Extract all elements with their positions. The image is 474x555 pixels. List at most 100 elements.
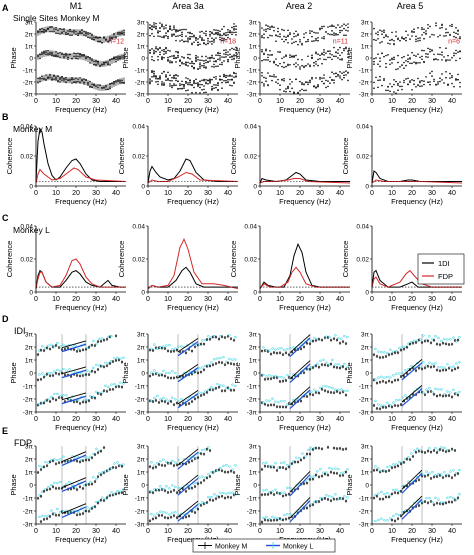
phase-point-monkey-m: [36, 353, 40, 356]
phase-point-monkey-m: [93, 505, 97, 508]
phase-point-monkey-m: [393, 519, 397, 523]
y-tick-label: 2π: [249, 32, 258, 39]
phase-point-monkey-m: [329, 391, 333, 394]
phase-point-monkey-l: [407, 456, 410, 459]
phase-point-monkey-l: [283, 348, 286, 352]
phase-point: [335, 72, 337, 75]
y-tick-label: 0: [253, 184, 257, 191]
phase-point: [293, 41, 295, 44]
y-tick-label: -1π: [23, 384, 34, 391]
phase-point-monkey-m: [338, 497, 342, 500]
phase-point: [323, 36, 325, 38]
phase-point-monkey-l: [286, 513, 289, 516]
phase-point-monkey-l: [455, 392, 458, 395]
y-axis-label: Phase: [9, 47, 18, 68]
phase-point-monkey-l: [340, 388, 343, 391]
phase-point-monkey-l: [165, 344, 168, 347]
phase-point: [421, 26, 423, 29]
phase-point: [173, 74, 175, 77]
phase-point-monkey-m: [420, 450, 424, 453]
phase-point: [343, 74, 345, 76]
fit-line-monkey-m: [177, 389, 199, 405]
phase-point-monkey-l: [452, 388, 455, 392]
phase-point: [341, 51, 343, 54]
phase-point: [429, 72, 431, 75]
phase-point: [201, 79, 203, 82]
phase-point: [221, 37, 223, 40]
phase-point: [173, 57, 175, 59]
phase-point-monkey-m: [54, 344, 58, 347]
phase-point: [49, 75, 51, 77]
phase-point: [379, 57, 381, 60]
phase-point-monkey-m: [263, 349, 267, 352]
phase-point: [409, 62, 411, 65]
phase-point-monkey-l: [156, 347, 159, 350]
phase-point: [279, 84, 281, 87]
phase-point: [217, 65, 219, 67]
phase-point: [159, 53, 161, 56]
phase-point-monkey-m: [326, 473, 330, 477]
phase-point: [295, 65, 297, 68]
phase-point: [387, 86, 389, 88]
phase-point: [207, 57, 209, 59]
phase-point: [235, 72, 237, 75]
phase-point-monkey-m: [399, 462, 403, 465]
phase-point-monkey-l: [162, 510, 165, 514]
phase-point: [205, 34, 207, 37]
phase-point: [77, 55, 79, 58]
phase-point: [87, 84, 89, 86]
phase-point-monkey-m: [429, 365, 433, 369]
phase-point-monkey-l: [213, 470, 216, 474]
phase-point: [319, 76, 321, 79]
phase-point: [215, 29, 217, 31]
phase-point: [305, 31, 307, 34]
x-tick-label: 20: [408, 296, 416, 303]
phase-point-monkey-m: [57, 487, 61, 490]
phase-point: [223, 39, 225, 41]
phase-point-monkey-l: [156, 394, 159, 398]
phase-point-monkey-m: [305, 395, 309, 398]
phase-point-monkey-m: [393, 351, 397, 354]
phase-point: [325, 79, 327, 82]
x-axis-label: Frequency (Hz): [55, 423, 107, 432]
phase-point: [91, 86, 93, 89]
phase-point: [389, 59, 391, 61]
phase-point-monkey-m: [417, 478, 421, 481]
phase-point: [181, 56, 183, 58]
phase-point-monkey-l: [322, 471, 325, 474]
n-label: n=11: [333, 39, 348, 46]
phase-point: [175, 61, 177, 63]
y-tick-label: -3π: [23, 92, 34, 99]
phase-point-monkey-m: [39, 495, 43, 498]
phase-point-monkey-m: [90, 507, 94, 510]
y-tick-label: 2π: [137, 457, 146, 464]
phase-point-monkey-l: [104, 361, 107, 364]
phase-point: [115, 56, 117, 58]
phase-point: [265, 28, 267, 31]
phase-point-monkey-m: [57, 346, 61, 349]
phase-point-monkey-l: [416, 361, 419, 365]
phase-point-monkey-m: [105, 390, 109, 393]
phase-point: [77, 32, 79, 35]
phase-point: [183, 84, 185, 87]
phase-point: [229, 56, 231, 58]
phase-point-monkey-m: [293, 460, 297, 464]
phase-point: [213, 76, 215, 79]
phase-point-monkey-l: [334, 493, 337, 496]
phase-point: [441, 79, 443, 81]
phase-point: [303, 89, 305, 92]
phase-point-monkey-l: [307, 448, 310, 452]
phase-point: [217, 54, 219, 57]
phase-point-monkey-l: [268, 349, 271, 352]
phase-point-monkey-l: [277, 375, 280, 379]
phase-point-monkey-l: [437, 388, 440, 391]
phase-point-monkey-m: [196, 396, 200, 399]
phase-point-monkey-m: [45, 464, 49, 467]
phase-point-monkey-m: [54, 462, 58, 465]
phase-point: [377, 86, 379, 89]
x-axis-label: Frequency (Hz): [391, 197, 443, 206]
x-tick-label: 10: [276, 296, 284, 303]
phase-point-monkey-m: [99, 365, 103, 368]
phase-point: [423, 80, 425, 82]
